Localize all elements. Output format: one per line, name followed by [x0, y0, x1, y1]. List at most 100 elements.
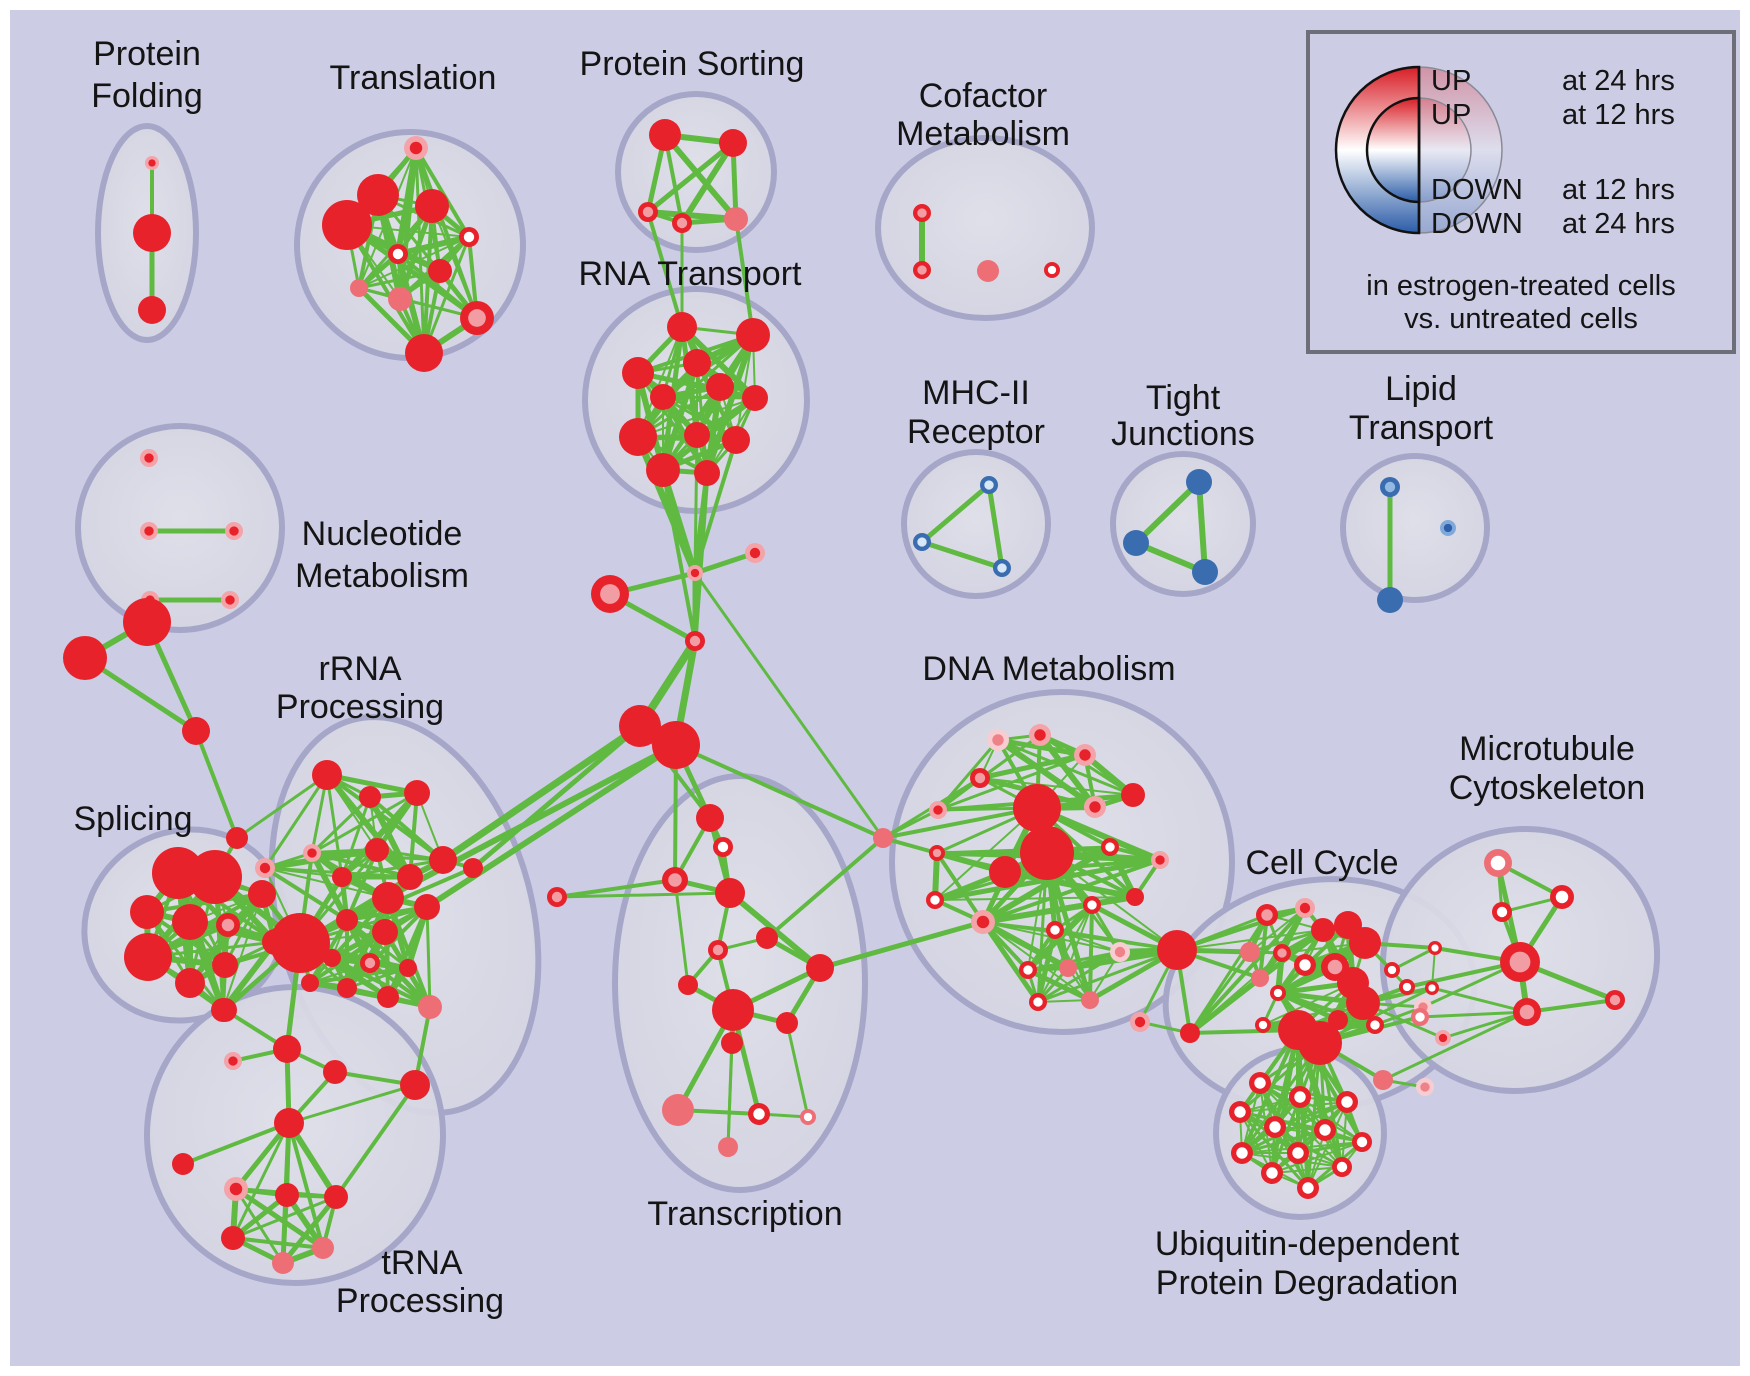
node-d11: [1101, 838, 1119, 856]
node-g11: [221, 1226, 245, 1250]
node-g3: [273, 1035, 301, 1063]
node-x10: [712, 989, 754, 1031]
edge-k16-u8: [1240, 1041, 1322, 1155]
edge-h1-r9: [439, 722, 644, 864]
legend-row3-direction: DOWN: [1431, 174, 1523, 206]
node-k1: [1256, 904, 1278, 926]
node-x9: [806, 954, 834, 982]
node-mt10: [1435, 1030, 1451, 1046]
node-u10: [1332, 1157, 1352, 1177]
node-d19: [1046, 921, 1064, 939]
node-t2: [322, 200, 372, 250]
node-u8: [1231, 1142, 1253, 1164]
edge-d22-d24: [1036, 950, 1122, 1004]
node-r19: [337, 978, 357, 998]
node-rt11: [646, 453, 680, 487]
node-d3: [1074, 744, 1096, 766]
node-sp6: [248, 880, 276, 908]
node-rt4: [683, 349, 711, 377]
cluster-cofactor-metabolism-label-line2: Metabolism: [896, 115, 1070, 153]
edge-d18-d25: [1088, 903, 1094, 1002]
edge-r17-r19: [345, 966, 410, 990]
edge-d9-h2: [674, 743, 885, 840]
node-f1: [145, 156, 159, 170]
edge-d17-d24: [980, 919, 1041, 1005]
edge-r2-r4: [310, 795, 372, 855]
cluster-cell-cycle-label-line1: Cell Cycle: [1245, 844, 1398, 882]
node-s2: [719, 129, 747, 157]
node-u1: [1249, 1072, 1271, 1094]
node-k24: [1180, 1023, 1200, 1043]
edge-t1-t10: [414, 146, 479, 320]
node-u7: [1352, 1132, 1372, 1152]
edge-r1-r5: [263, 773, 329, 870]
edge-j1-j2: [1133, 479, 1202, 546]
legend-halfdisc-12h: [1365, 96, 1421, 204]
node-t3: [357, 174, 399, 216]
node-l2: [1377, 587, 1403, 613]
node-k2: [1295, 898, 1315, 918]
node-t5: [459, 227, 479, 247]
edge-r3-r8: [408, 791, 419, 879]
node-rt3: [622, 357, 654, 389]
edge-r5-r13: [263, 866, 349, 922]
edge-d1-d7: [995, 737, 1098, 810]
node-r13: [336, 909, 358, 931]
cluster-lipid-transport-ellipse: [1340, 453, 1490, 603]
node-t6: [388, 244, 408, 264]
edge-k13-k18: [1276, 991, 1377, 1027]
node-q3: [182, 717, 210, 745]
cluster-trna-processing-label-line1: tRNA: [381, 1244, 463, 1282]
legend-row4-time: at 24 hrs: [1562, 208, 1675, 240]
edge-r2-r9: [368, 795, 445, 862]
cluster-microtubule-cytoskeleton-label-line1: Microtubule: [1459, 730, 1635, 768]
node-d5: [1121, 783, 1145, 807]
edge-k16-u12: [1306, 1041, 1322, 1190]
legend-row1-time: at 24 hrs: [1562, 65, 1675, 97]
node-mt6: [1425, 981, 1439, 995]
edge-r7-r13: [345, 848, 379, 922]
node-r8: [397, 864, 423, 890]
node-d18: [1083, 896, 1101, 914]
edge-x4-x5: [555, 891, 732, 899]
node-sp4: [172, 904, 208, 940]
node-k7: [1273, 944, 1291, 962]
node-t9: [388, 287, 412, 311]
edge-k11-k14: [1262, 1002, 1364, 1026]
cluster-trna-processing-label-line2: Processing: [336, 1282, 504, 1320]
edge-d17-d14: [981, 858, 1162, 924]
edge-d10-d17: [935, 851, 985, 924]
edge-g6-g13: [287, 1121, 325, 1250]
node-t4: [415, 189, 449, 223]
edge-p1-p2: [692, 550, 758, 576]
node-d13: [989, 856, 1021, 888]
node-q4: [226, 827, 248, 849]
edge-m1-m3: [986, 482, 1005, 571]
edge-rt1-rt8: [637, 326, 683, 438]
node-x16: [718, 1137, 738, 1157]
node-r14: [372, 919, 398, 945]
node-k3: [1311, 918, 1335, 942]
cluster-microtubule-cytoskeleton-label-line2: Cytoskeleton: [1449, 769, 1646, 807]
legend-row4-direction: DOWN: [1431, 208, 1523, 240]
edge-rt7-rt10: [661, 395, 738, 442]
node-p1: [687, 565, 703, 581]
edge-d23-d24: [1036, 948, 1179, 1004]
node-d14: [1151, 851, 1169, 869]
node-d1: [987, 729, 1009, 751]
edge-s1-s5: [662, 132, 739, 222]
edge-rt9-p1: [693, 433, 699, 575]
node-k6: [1240, 942, 1260, 962]
node-mt3: [1492, 902, 1512, 922]
edge-d9-d8: [881, 806, 1039, 840]
node-mt2: [1550, 885, 1574, 909]
edge-q1-q3: [82, 655, 199, 734]
edge-d18-d24: [1037, 904, 1093, 1003]
edge-r8-r4: [310, 851, 412, 879]
cluster-splicing-label-line1: Splicing: [73, 800, 192, 838]
node-r12: [414, 894, 440, 920]
edge-m1-m2: [919, 482, 992, 545]
node-f2: [133, 214, 171, 252]
node-d9: [873, 828, 893, 848]
